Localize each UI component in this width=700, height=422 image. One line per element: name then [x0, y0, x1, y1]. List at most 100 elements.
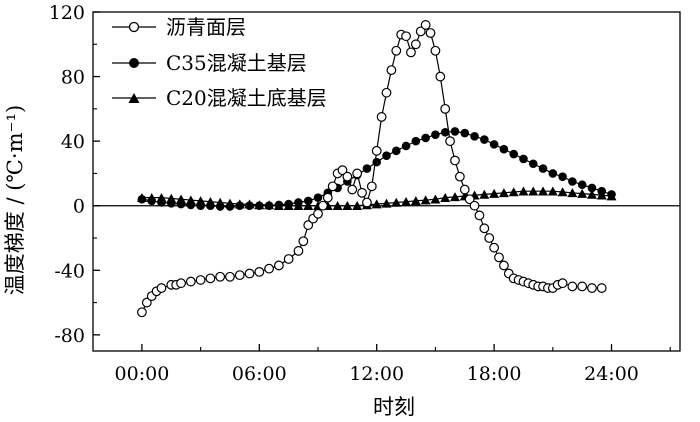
- data-point: [244, 268, 255, 279]
- data-point: [298, 236, 309, 247]
- data-point: [245, 201, 254, 211]
- x-axis-label: 时刻: [373, 395, 415, 419]
- data-point: [352, 168, 363, 179]
- data-point: [254, 267, 265, 277]
- data-point: [450, 127, 460, 136]
- data-point: [421, 133, 430, 143]
- data-point: [607, 190, 616, 199]
- x-tick-label: 18:00: [467, 363, 522, 385]
- legend-entry-3: C20混凝土底基层: [112, 86, 327, 110]
- x-tick-label: 24:00: [584, 363, 639, 385]
- data-point: [176, 199, 186, 209]
- data-point: [371, 145, 382, 156]
- data-point: [386, 65, 397, 76]
- data-point: [568, 177, 577, 186]
- data-point: [587, 183, 597, 193]
- data-point: [415, 26, 426, 37]
- data-point: [480, 135, 489, 144]
- x-tick-label: 00:00: [115, 363, 170, 385]
- data-point: [577, 180, 587, 190]
- data-point: [376, 112, 387, 122]
- data-point: [196, 201, 205, 211]
- data-point: [137, 307, 147, 318]
- data-point: [440, 192, 451, 202]
- data-point: [440, 103, 451, 114]
- data-point: [470, 132, 479, 141]
- data-point: [318, 200, 328, 211]
- data-point: [420, 195, 431, 205]
- data-point: [548, 169, 558, 178]
- legend-label-1: 沥青面层: [166, 15, 246, 39]
- data-point: [420, 20, 431, 30]
- data-point: [372, 157, 382, 167]
- data-point: [469, 200, 480, 211]
- data-point: [484, 233, 495, 243]
- data-point: [357, 187, 367, 198]
- data-point: [235, 201, 245, 211]
- data-point: [425, 28, 436, 38]
- y-axis: -80 -40 0 40 80 120: [49, 2, 100, 347]
- data-point: [141, 297, 152, 308]
- data-point: [474, 210, 485, 221]
- data-point: [431, 130, 440, 139]
- y-tick-label: 0: [73, 196, 85, 218]
- data-point: [518, 186, 529, 196]
- data-point: [381, 198, 392, 208]
- data-point: [557, 187, 568, 197]
- data-point: [460, 128, 470, 138]
- data-point: [284, 199, 293, 209]
- data-point: [597, 186, 607, 196]
- data-point: [509, 149, 518, 159]
- data-point: [195, 275, 206, 285]
- data-point: [294, 198, 303, 207]
- y-tick-label: -40: [54, 260, 85, 282]
- data-point: [332, 201, 343, 211]
- data-point: [479, 189, 490, 199]
- data-point: [362, 197, 372, 208]
- data-point: [313, 208, 323, 219]
- data-point: [264, 263, 275, 274]
- legend-label-2: C35混凝土基层: [166, 51, 307, 75]
- data-point: [401, 141, 411, 151]
- data-point: [586, 189, 597, 199]
- data-point: [166, 198, 176, 208]
- data-point: [186, 200, 196, 210]
- data-point: [430, 194, 441, 204]
- data-point: [479, 223, 490, 234]
- data-point: [391, 146, 401, 156]
- data-point: [225, 202, 235, 211]
- data-point: [401, 31, 411, 42]
- data-point: [352, 201, 363, 211]
- data-point: [557, 278, 568, 289]
- legend-marker-open-circle: [128, 21, 140, 33]
- data-point: [337, 165, 348, 176]
- legend-entry-2: C35混凝土基层: [112, 51, 307, 75]
- data-point: [440, 127, 450, 137]
- data-point: [430, 45, 441, 56]
- data-point: [185, 276, 196, 287]
- data-point: [528, 186, 539, 196]
- data-point: [327, 181, 338, 192]
- data-point: [494, 252, 504, 263]
- plot-area: -80 -40 0 40 80 120 00:00 06:00 12:00 18:00 24:00: [49, 2, 681, 385]
- data-point: [347, 184, 358, 195]
- y-tick-label: 80: [61, 67, 85, 89]
- data-point: [293, 246, 304, 256]
- legend: 沥青面层 C35混凝土基层 C20混凝土底基层: [112, 15, 327, 110]
- series-1: [137, 20, 607, 318]
- y-tick-label: 120: [49, 2, 85, 24]
- data-point: [283, 254, 294, 264]
- data-point: [381, 87, 392, 98]
- data-point: [391, 45, 402, 56]
- data-point: [303, 220, 314, 230]
- data-point: [215, 202, 225, 211]
- x-axis: 00:00 06:00 12:00 18:00 24:00: [115, 344, 671, 385]
- y-tick-label: -80: [54, 325, 85, 347]
- data-point: [303, 196, 313, 206]
- data-point: [489, 140, 499, 149]
- plot-frame: [92, 11, 681, 352]
- data-point: [411, 136, 421, 146]
- data-point: [445, 136, 455, 147]
- data-point: [225, 271, 235, 282]
